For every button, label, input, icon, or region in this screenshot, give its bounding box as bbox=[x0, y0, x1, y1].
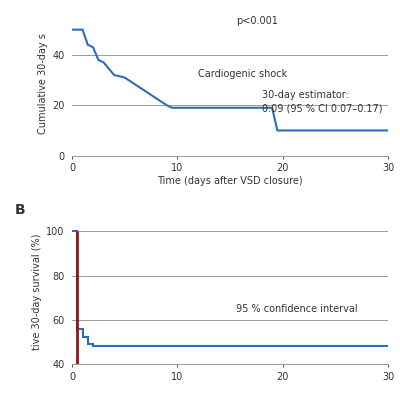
Text: p<0.001: p<0.001 bbox=[236, 16, 278, 26]
Y-axis label: tive 30-day survival (%): tive 30-day survival (%) bbox=[32, 234, 42, 350]
Text: Cardiogenic shock: Cardiogenic shock bbox=[198, 70, 288, 80]
Y-axis label: Cumulative 30-day s: Cumulative 30-day s bbox=[38, 33, 48, 134]
Text: B: B bbox=[15, 203, 26, 217]
Text: 95 % confidence interval: 95 % confidence interval bbox=[236, 304, 358, 314]
Text: 30-day estimator:
0.09 (95 % CI 0.07–0.17): 30-day estimator: 0.09 (95 % CI 0.07–0.1… bbox=[262, 90, 382, 114]
X-axis label: Time (days after VSD closure): Time (days after VSD closure) bbox=[157, 176, 303, 186]
